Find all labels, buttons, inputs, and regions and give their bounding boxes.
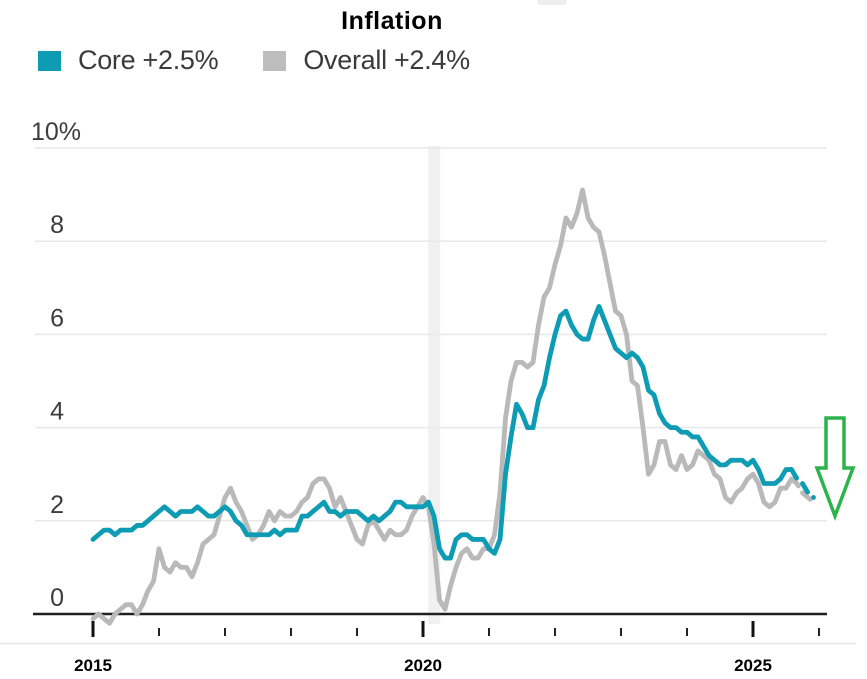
y-axis-label: 6 bbox=[50, 304, 64, 332]
overall-series-swatch bbox=[263, 50, 287, 71]
core-series-swatch bbox=[38, 50, 61, 71]
overall-line bbox=[90, 187, 794, 626]
overall-line-forecast-dashed bbox=[789, 476, 816, 505]
y-axis-label: 8 bbox=[50, 211, 64, 239]
x-axis-year-label: 2020 bbox=[404, 656, 442, 675]
core-line-forecast-dashed bbox=[789, 467, 816, 500]
x-axis-year-label: 2025 bbox=[734, 656, 772, 675]
down-arrow-annotation bbox=[814, 416, 856, 521]
y-axis-label: 4 bbox=[50, 398, 64, 426]
legend-item-overall: Overall +2.4% bbox=[263, 45, 470, 76]
y-axis-label: 10% bbox=[31, 118, 81, 146]
legend-item-core: Core +2.5% bbox=[38, 45, 219, 76]
page-edge-artifact bbox=[537, 0, 567, 5]
x-axis-year-label: 2015 bbox=[74, 656, 112, 675]
y-axis-label: 0 bbox=[50, 584, 64, 612]
y-axis-label: 2 bbox=[50, 491, 64, 519]
chart-title: Inflation bbox=[341, 7, 443, 35]
legend-label-core: Core +2.5% bbox=[78, 45, 219, 75]
chart-legend: Core +2.5% Overall +2.4% bbox=[38, 45, 470, 76]
legend-label-overall: Overall +2.4% bbox=[303, 45, 470, 75]
core-line bbox=[90, 304, 794, 561]
recession-band bbox=[428, 146, 441, 624]
